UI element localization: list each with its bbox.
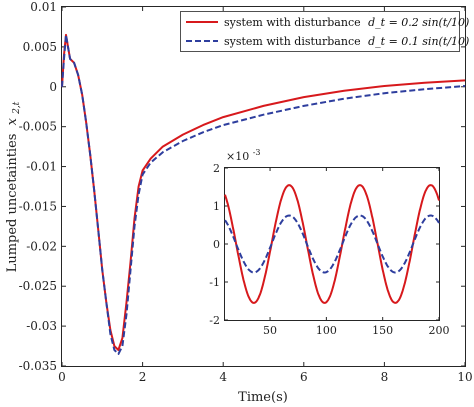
- y-tick-label: 0: [49, 80, 57, 94]
- x-axis-title: Time(s): [238, 390, 288, 405]
- y-tick-label: 0.01: [30, 0, 57, 14]
- legend-entry-series-1: system with disturbance d_t = 0.2 sin(t/…: [224, 16, 469, 29]
- x-tick-label: 6: [300, 370, 308, 384]
- inset-y-tick-label: -2: [209, 314, 220, 327]
- legend-entry-series-2: system with disturbance d_t = 0.1 sin(t/…: [224, 35, 469, 48]
- inset-y-tick-label: 2: [213, 162, 220, 175]
- inset-x-tick-label: 50: [263, 324, 277, 337]
- inset-series-2-line: [224, 214, 440, 274]
- inset-y-exponent: ×10 -3: [226, 148, 261, 163]
- y-axis-title: Lumped uncetainties x 2,t: [5, 101, 22, 272]
- inset-plot-area: [224, 167, 440, 321]
- y-tick-label: -0.02: [26, 239, 57, 253]
- main-series-2-line: [61, 33, 466, 355]
- legend-box: [180, 11, 460, 52]
- inset-x-tick-label: 150: [372, 324, 393, 337]
- x-tick-label: 2: [139, 370, 147, 384]
- main-series-lines: [61, 33, 466, 355]
- y-tick-label: -0.005: [19, 120, 57, 134]
- y-tick-label: 0.005: [23, 40, 57, 54]
- inset-y-tick-label: -1: [209, 276, 220, 289]
- inset-background: [224, 167, 440, 321]
- y-tick-label: -0.035: [19, 359, 57, 373]
- legend: system with disturbance d_t = 0.2 sin(t/…: [180, 11, 469, 52]
- inset-axis-ticks: 50 100 150 200 2 1 0 -1 -2: [209, 162, 449, 337]
- y-tick-label: -0.03: [26, 319, 57, 333]
- main-plot-area: [61, 6, 466, 367]
- inset-series-1-line: [224, 184, 440, 304]
- main-series-1-line: [61, 33, 466, 351]
- x-tick-label: 0: [58, 370, 66, 384]
- inset-y-tick-label: 0: [213, 238, 220, 251]
- y-tick-label: -0.025: [19, 279, 57, 293]
- inset-x-tick-label: 100: [316, 324, 337, 337]
- inset-x-tick-label: 200: [429, 324, 450, 337]
- y-tick-label: -0.01: [26, 160, 57, 174]
- inset-series-lines: [224, 184, 440, 304]
- inset-y-tick-label: 1: [213, 200, 220, 213]
- x-tick-label: 4: [219, 370, 227, 384]
- x-tick-label: 8: [381, 370, 389, 384]
- main-axis-ticks: 0 2 4 6 8 100.010.0050-0.005-0.01-0.015-0.02-…: [19, 0, 473, 384]
- x-tick-label: 10: [457, 370, 472, 384]
- y-tick-label: -0.015: [19, 199, 57, 213]
